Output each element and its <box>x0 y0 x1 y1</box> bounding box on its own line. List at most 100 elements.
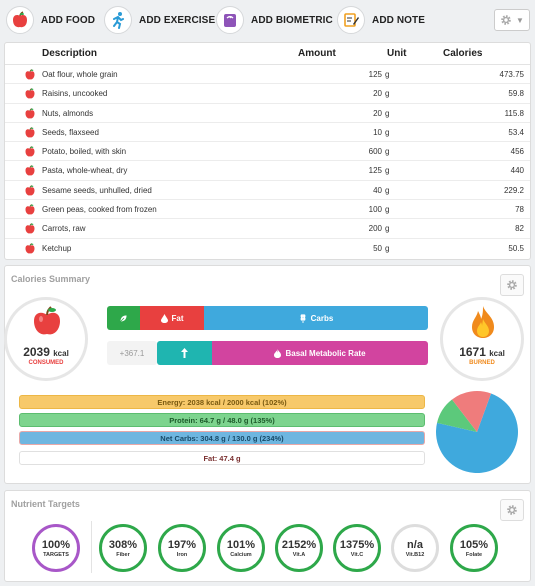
add-note-label: ADD NOTE <box>372 14 426 26</box>
food-description: Green peas, cooked from frozen <box>42 205 157 215</box>
burned-ring: 1671 kcal BURNED <box>440 297 524 381</box>
leaf-icon <box>119 314 128 322</box>
food-calories: 473.75 <box>499 70 524 79</box>
consumed-value: 2039 kcal <box>23 345 69 359</box>
table-row[interactable]: Ketchup 50 g 50.5 <box>5 239 530 258</box>
intake-green-segment <box>107 306 140 330</box>
nutrient-ring-fiber[interactable]: 308% Fiber <box>99 524 147 572</box>
table-row[interactable]: Oat flour, whole grain 125 g 473.75 <box>5 65 530 85</box>
apple-icon <box>25 107 35 119</box>
nutrient-ring-targets[interactable]: 100% TARGETS <box>32 524 80 572</box>
arrow-up-icon <box>181 348 188 358</box>
consumed-ring: 2039 kcal CONSUMED <box>4 297 88 381</box>
food-amount: 20 <box>373 89 382 99</box>
apple-icon <box>25 223 35 234</box>
food-description: Sesame seeds, unhulled, dried <box>42 185 152 195</box>
food-description: Nuts, almonds <box>42 108 94 118</box>
food-amount: 600 <box>368 147 382 157</box>
food-description: Oat flour, whole grain <box>42 70 118 79</box>
macro-pie-chart <box>436 391 518 473</box>
nutrient-targets-title: Nutrient Targets <box>11 499 80 509</box>
chevron-down-icon: ▼ <box>516 15 524 25</box>
food-amount: 200 <box>368 224 382 234</box>
table-row[interactable]: Nuts, almonds 20 g 115.8 <box>5 104 530 123</box>
apple-icon <box>34 306 60 335</box>
col-unit[interactable]: Unit <box>387 48 407 59</box>
running-icon <box>104 6 132 34</box>
pie-slice-fat <box>452 391 492 432</box>
nutrient-ring-vit-b12[interactable]: n/a Vit.B12 <box>391 524 439 572</box>
food-amount: 20 <box>373 108 382 118</box>
table-header: Description Amount Unit Calories <box>5 43 530 65</box>
food-amount: 100 <box>368 205 382 215</box>
nutrient-settings-button[interactable] <box>500 499 524 521</box>
food-amount: 10 <box>373 127 382 137</box>
nutrient-label: Calcium <box>230 552 252 558</box>
nutrient-value: 105% <box>459 539 489 551</box>
add-note-button[interactable]: ADD NOTE <box>337 5 425 35</box>
pie-slice-carbs <box>436 393 518 473</box>
food-calories: 78 <box>515 205 524 215</box>
nutrient-ring-folate[interactable]: 105% Folate <box>450 524 498 572</box>
gear-icon <box>507 280 517 290</box>
nutrient-ring-calcium[interactable]: 101% Calcium <box>217 524 265 572</box>
food-calories: 115.8 <box>504 108 524 118</box>
carbs-label: Carbs <box>310 313 334 323</box>
fat-label: Fat <box>171 313 184 323</box>
note-icon <box>337 6 365 34</box>
table-row[interactable]: Pasta, whole-wheat, dry 125 g 440 <box>5 161 530 181</box>
table-row[interactable]: Potato, boiled, with skin 600 g 456 <box>5 142 530 162</box>
burned-label: BURNED <box>469 360 495 366</box>
table-row[interactable]: Green peas, cooked from frozen 100 g 78 <box>5 200 530 220</box>
table-row[interactable]: Sesame seeds, unhulled, dried 40 g 229.2 <box>5 181 530 201</box>
nutrient-label: Iron <box>176 552 188 558</box>
food-unit: g <box>385 147 390 157</box>
food-description: Ketchup <box>42 243 72 253</box>
table-row[interactable]: Raisins, uncooked 20 g 59.8 <box>5 84 530 104</box>
col-description[interactable]: Description <box>42 48 98 59</box>
nutrient-value: n/a <box>407 539 423 551</box>
nutrient-ring-vit-a[interactable]: 2152% Vit.A <box>275 524 323 572</box>
food-description: Carrots, raw <box>42 224 86 234</box>
apple-icon <box>25 88 35 99</box>
food-amount: 125 <box>368 70 382 79</box>
food-amount: 50 <box>373 243 382 253</box>
food-unit: g <box>385 70 390 79</box>
toolbar: ADD FOOD ADD EXERCISE ADD BIOMETRIC ADD … <box>0 0 535 40</box>
nutrient-ring-iron[interactable]: 197% Iron <box>158 524 206 572</box>
food-unit: g <box>385 224 390 234</box>
nutrient-label: Vit.B12 <box>405 552 425 558</box>
apple-icon <box>25 146 35 157</box>
settings-dropdown[interactable]: ▼ <box>494 9 530 31</box>
apple-icon <box>25 184 35 196</box>
intake-bar: Fat Carbs <box>107 306 428 330</box>
bmr-segment: Basal Metabolic Rate <box>212 341 428 365</box>
add-exercise-label: ADD EXERCISE <box>139 14 216 26</box>
food-calories: 59.8 <box>508 89 524 99</box>
summary-settings-button[interactable] <box>500 274 524 296</box>
table-row[interactable]: Carrots, raw 200 g 82 <box>5 219 530 239</box>
apple-icon <box>25 69 35 80</box>
food-calories: 53.4 <box>508 127 524 137</box>
nutrient-ring-vit-c[interactable]: 1375% Vit.C <box>333 524 381 572</box>
food-unit: g <box>385 205 390 215</box>
nutrient-label: Vit.A <box>292 552 306 558</box>
drop-icon <box>160 313 168 323</box>
nutrient-value: 197% <box>167 539 197 551</box>
food-description: Raisins, uncooked <box>42 89 108 99</box>
col-amount[interactable]: Amount <box>298 48 336 59</box>
add-biometric-button[interactable]: ADD BIOMETRIC <box>216 5 333 35</box>
flame-small-icon <box>274 348 282 358</box>
food-unit: g <box>385 243 390 253</box>
bmr-label: Basal Metabolic Rate <box>285 348 366 358</box>
nutrient-value: 308% <box>108 539 138 551</box>
burned-value: 1671 kcal <box>459 345 505 359</box>
divider <box>91 521 92 573</box>
gear-icon <box>501 15 511 25</box>
food-description: Seeds, flaxseed <box>42 127 99 137</box>
add-food-label: ADD FOOD <box>41 14 96 26</box>
add-food-button[interactable]: ADD FOOD <box>6 5 95 35</box>
table-row[interactable]: Seeds, flaxseed 10 g 53.4 <box>5 123 530 143</box>
col-calories[interactable]: Calories <box>443 48 483 59</box>
add-exercise-button[interactable]: ADD EXERCISE <box>104 5 215 35</box>
